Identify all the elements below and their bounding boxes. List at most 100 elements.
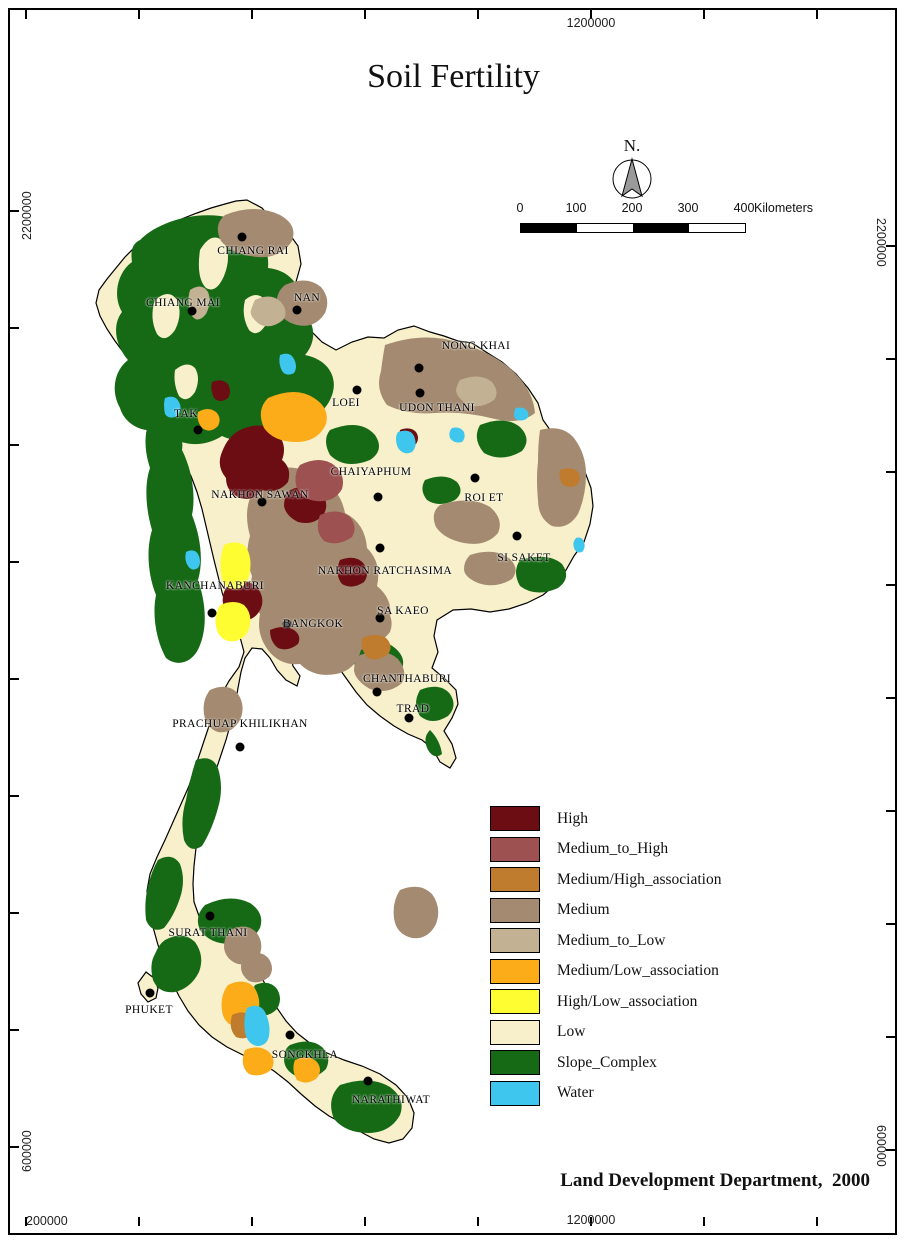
scale-bar-segments xyxy=(520,223,746,233)
city-dot xyxy=(375,613,385,623)
grid-tick xyxy=(590,10,592,19)
legend-label: Slope_Complex xyxy=(557,1053,657,1071)
scale-bar-segment xyxy=(689,224,745,232)
city-label: CHAIYAPHUM xyxy=(330,466,412,478)
grid-label-bottom-left: 200000 xyxy=(26,1214,68,1228)
grid-tick xyxy=(25,1217,27,1226)
grid-tick xyxy=(886,358,895,360)
scale-bar-tick-label: 100 xyxy=(565,201,587,215)
city-dot xyxy=(363,1076,373,1086)
grid-tick xyxy=(364,1217,366,1226)
city-label: PHUKET xyxy=(125,1004,173,1016)
legend-row: Low xyxy=(490,1019,721,1045)
city-label: SA KAEO xyxy=(377,605,429,617)
north-arrow-icon xyxy=(612,157,652,199)
legend-swatch-slope_complex xyxy=(490,1050,540,1075)
scale-bar-segment xyxy=(577,224,633,232)
grid-tick xyxy=(886,1036,895,1038)
scale-bar-labels: Kilometers 0 100 200 300 400 xyxy=(506,201,846,217)
grid-tick xyxy=(251,1217,253,1226)
city-dot xyxy=(207,608,217,618)
grid-tick xyxy=(477,10,479,19)
legend-row: Water xyxy=(490,1080,721,1106)
legend-swatch-medium xyxy=(490,897,540,923)
city-label: KANCHANABURI xyxy=(165,580,265,592)
grid-tick xyxy=(10,561,19,563)
legend-label: High xyxy=(557,809,588,827)
grid-tick xyxy=(886,584,895,586)
city-label: CHANTHABURI xyxy=(362,673,452,685)
city-dot xyxy=(285,1030,295,1040)
scale-bar: Kilometers 0 100 200 300 400 xyxy=(506,201,846,237)
legend-label: Medium_to_Low xyxy=(557,931,666,949)
grid-label-bottom: 1200000 xyxy=(566,1213,616,1227)
city-dot xyxy=(145,988,155,998)
map-title: Soil Fertility xyxy=(367,58,540,95)
city-label: UDON THANI xyxy=(399,402,475,414)
legend-swatch-medium_low_assoc xyxy=(490,958,540,984)
grid-tick xyxy=(816,1217,818,1226)
grid-tick xyxy=(138,1217,140,1226)
legend-row: Medium xyxy=(490,897,721,923)
city-dot xyxy=(470,473,480,483)
grid-tick xyxy=(886,810,895,812)
city-dot xyxy=(257,497,267,507)
legend-row: High/Low_association xyxy=(490,989,721,1014)
city-dot xyxy=(512,531,522,541)
legend-label: Medium_to_High xyxy=(557,840,669,857)
scale-bar-tick-label: 200 xyxy=(621,201,643,215)
city-dot xyxy=(187,306,197,316)
city-dot xyxy=(235,742,245,752)
city-label: PRACHUAP KHILIKHAN xyxy=(172,718,308,730)
grid-tick xyxy=(886,1149,895,1151)
city-label: ROI ET xyxy=(464,492,504,504)
grid-tick xyxy=(10,1146,19,1148)
grid-tick xyxy=(10,210,19,212)
city-dot xyxy=(352,385,362,395)
legend-label: Low xyxy=(557,1023,586,1040)
grid-tick xyxy=(10,1029,19,1031)
legend-row: Medium/High_association xyxy=(490,867,721,892)
legend-row: High xyxy=(490,806,721,831)
grid-tick xyxy=(477,1217,479,1226)
legend-swatch-medium_to_low xyxy=(490,928,540,953)
city-dot xyxy=(205,911,215,921)
legend-label: Medium xyxy=(557,901,610,918)
grid-tick xyxy=(25,10,27,19)
grid-tick xyxy=(886,471,895,473)
city-dot xyxy=(375,543,385,553)
scale-bar-segment xyxy=(633,224,689,232)
city-label: NARATHIWAT xyxy=(351,1094,431,1106)
legend-label: High/Low_association xyxy=(557,992,698,1010)
legend-swatch-medium_to_high xyxy=(490,836,540,862)
legend-swatch-high_low_assoc xyxy=(490,989,540,1014)
legend-swatch-low xyxy=(490,1019,540,1045)
city-label: SONGKHLA xyxy=(271,1049,339,1061)
city-label: BANGKOK xyxy=(282,618,344,630)
legend-label: Medium/High_association xyxy=(557,870,722,888)
grid-tick xyxy=(590,1217,592,1226)
grid-tick xyxy=(886,923,895,925)
credit-text: Land Development Department, 2000 xyxy=(560,1170,870,1191)
city-label: NONG KHAI xyxy=(441,340,511,352)
grid-tick xyxy=(10,795,19,797)
city-label: SI SAKET xyxy=(497,552,551,564)
legend-row: Medium/Low_association xyxy=(490,958,721,984)
legend-swatch-medium_high_assoc xyxy=(490,867,540,892)
city-label: LOEI xyxy=(332,397,360,409)
grid-tick xyxy=(816,10,818,19)
legend-label: Medium/Low_association xyxy=(557,962,719,979)
scale-bar-unit: Kilometers xyxy=(754,201,814,215)
city-dot xyxy=(404,713,414,723)
city-label: NAN xyxy=(293,292,321,304)
city-label: TRAD xyxy=(396,703,430,715)
grid-tick xyxy=(138,10,140,19)
city-label: NAKHON SAWAN xyxy=(211,489,309,501)
city-label: SURAT THANI xyxy=(168,927,248,939)
grid-tick xyxy=(10,444,19,446)
city-dot xyxy=(292,305,302,315)
city-dot xyxy=(414,363,424,373)
city-dot xyxy=(373,492,383,502)
city-dot xyxy=(415,388,425,398)
